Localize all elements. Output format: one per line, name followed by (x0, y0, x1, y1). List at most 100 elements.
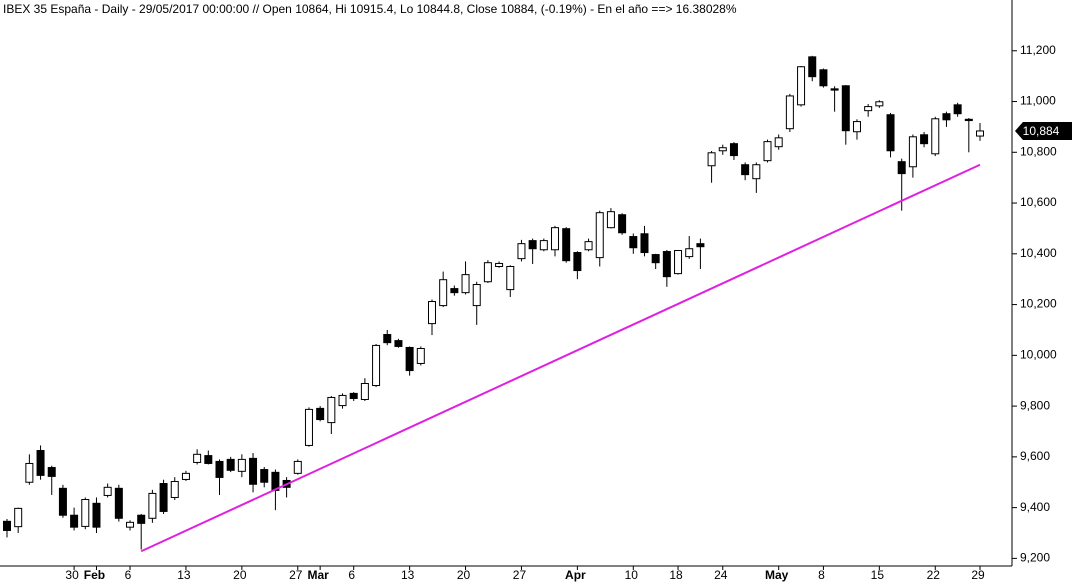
candle-body (181, 472, 190, 480)
candle-body (976, 130, 984, 137)
x-tick-label: 10 (625, 568, 639, 582)
x-tick-label: 8 (818, 568, 825, 582)
candle-body (819, 69, 828, 87)
y-tick-label: 9,400 (1020, 500, 1050, 514)
candle-body (237, 458, 246, 472)
candle-body (405, 346, 414, 372)
y-tick-label: 10,200 (1020, 297, 1057, 311)
chart-title: IBEX 35 España - Daily - 29/05/2017 00:0… (3, 2, 737, 16)
candle-body (618, 214, 627, 234)
candle-body (103, 486, 112, 496)
candle-body (718, 147, 727, 152)
x-tick-label: 29 (971, 568, 985, 582)
candle-body (204, 455, 213, 464)
candle-body (427, 301, 436, 325)
candle-body (886, 114, 895, 152)
candle-body (226, 458, 235, 471)
candle-body (349, 392, 358, 399)
candle-body (461, 274, 470, 294)
candle-body (383, 334, 392, 344)
x-tick-label: 13 (177, 568, 191, 582)
y-tick-label: 9,800 (1020, 398, 1050, 412)
candle-body (137, 514, 146, 524)
candle-body (785, 95, 794, 130)
x-tick-label: Mar (307, 568, 329, 582)
candle-body (573, 252, 582, 272)
candle-body (897, 161, 906, 175)
y-tick-label: 9,200 (1020, 551, 1050, 565)
candle-body (763, 141, 772, 162)
x-tick-label: 13 (401, 568, 415, 582)
last-price-tag (1015, 121, 1072, 140)
candle-body (651, 254, 660, 264)
candle-body (920, 134, 929, 145)
candle-body (696, 243, 705, 248)
candle-body (293, 460, 302, 474)
candle-body (528, 240, 537, 250)
candle-body (215, 460, 224, 478)
candle-body (193, 453, 202, 463)
x-tick-label: 15 (871, 568, 885, 582)
candle-body (797, 66, 806, 106)
y-tick-label: 10,600 (1020, 195, 1057, 209)
candle-body (864, 106, 873, 112)
candle-body (495, 262, 504, 268)
candle-body (875, 101, 884, 107)
candle-body (36, 450, 45, 476)
x-tick-label: May (765, 568, 789, 582)
candle-body (70, 514, 79, 528)
candle-body (629, 236, 638, 249)
y-tick-label: 10,400 (1020, 246, 1057, 260)
candle-body (483, 262, 492, 283)
candle-body (316, 407, 325, 421)
x-tick-label: Feb (84, 568, 105, 582)
x-tick-label: 22 (927, 568, 941, 582)
candle-body (640, 233, 649, 254)
candle-body (830, 88, 839, 91)
candle-body (685, 248, 694, 258)
plot (3, 55, 984, 550)
candle-body (752, 164, 761, 180)
candle-body (114, 487, 123, 519)
candle-body (517, 243, 526, 260)
candle-body (249, 457, 258, 485)
y-tick-label: 11,000 (1020, 94, 1056, 108)
candle-body (942, 113, 951, 121)
x-tick-label: 30 (65, 568, 79, 582)
candle-body (47, 467, 56, 477)
candle-body (741, 164, 750, 176)
candle-body (327, 396, 336, 424)
candle-body (584, 241, 593, 251)
x-tick-label: 20 (457, 568, 471, 582)
candle-body (707, 152, 716, 167)
candle-body (360, 383, 369, 400)
x-tick-label: 24 (714, 568, 728, 582)
trendline (140, 163, 981, 553)
last-price-label: 10,884 (1023, 124, 1060, 138)
candle-body (372, 344, 381, 387)
y-tick-label: 11,200 (1020, 43, 1056, 57)
candle-body (126, 521, 135, 528)
candle-body (662, 251, 671, 278)
candle-body (58, 487, 67, 516)
candle-body (774, 137, 783, 148)
candle-body (25, 462, 34, 483)
y-tick-label: 9,600 (1020, 449, 1050, 463)
candle-body (964, 118, 973, 122)
candle-body (170, 480, 179, 498)
x-tick-label: 27 (513, 568, 527, 582)
x-tick-label: Apr (565, 568, 586, 582)
candle-body (606, 211, 615, 229)
candle-body (439, 279, 448, 307)
x-tick-label: 18 (669, 568, 683, 582)
candle-body (539, 240, 548, 251)
x-tick-label: 6 (125, 568, 132, 582)
x-tick-label: 27 (289, 568, 303, 582)
x-tick-label: 6 (348, 568, 355, 582)
candle-body (14, 507, 23, 528)
candle-body (338, 394, 347, 407)
candle-body (506, 266, 515, 291)
candle-body (81, 499, 90, 527)
y-tick-label: 10,000 (1020, 348, 1057, 362)
